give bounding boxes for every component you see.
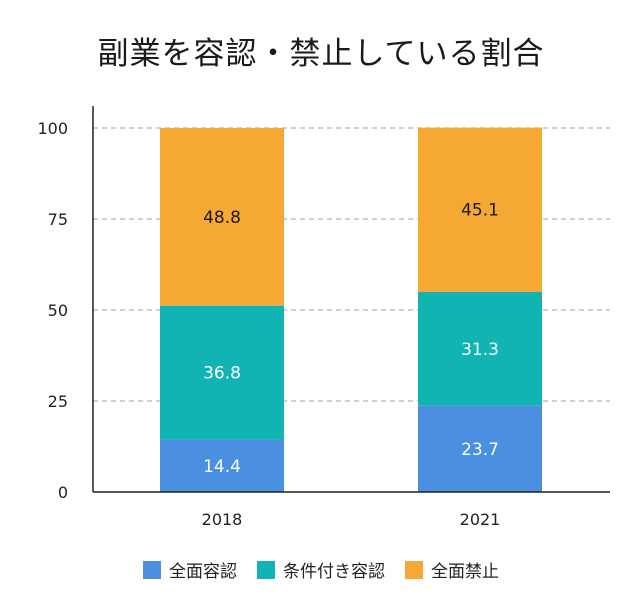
y-tick-label: 0 <box>58 483 68 502</box>
bar-segment <box>418 127 542 292</box>
y-tick-label: 100 <box>37 119 68 138</box>
bar-segment <box>160 439 284 492</box>
data-label: 23.7 <box>461 440 499 460</box>
legend-swatch <box>143 560 161 579</box>
y-tick-label: 25 <box>48 392 68 411</box>
bar-segment <box>418 291 542 406</box>
y-tick-label: 75 <box>48 210 68 229</box>
chart-title: 副業を容認・禁止している割合 <box>97 36 545 72</box>
data-labels: 14.4 36.8 48.8 23.7 31.3 45.1 <box>203 201 499 477</box>
legend-swatch <box>405 560 423 579</box>
bar-segment <box>160 128 284 306</box>
data-label: 45.1 <box>461 201 499 221</box>
legend-item: 全面禁止 <box>405 557 499 582</box>
legend-label: 全面容認 <box>169 562 237 582</box>
data-label: 31.3 <box>461 340 499 360</box>
data-label: 48.8 <box>203 208 241 228</box>
legend-item: 条件付き容認 <box>257 557 385 582</box>
axes: 0 25 50 75 100 2018 2021 <box>37 106 610 529</box>
bar-segment <box>418 405 542 492</box>
stacked-bar-chart: 0 25 50 75 100 2018 2021 14.4 36.8 48.8 23.7 31.3 4… <box>37 106 610 529</box>
data-label: 36.8 <box>203 364 241 384</box>
x-tick-label: 2018 <box>202 510 243 529</box>
bar-stacks <box>160 127 542 492</box>
bar-segment <box>160 305 284 440</box>
legend-label: 全面禁止 <box>431 562 499 582</box>
legend: 全面容認 条件付き容認 全面禁止 <box>0 557 642 582</box>
legend-swatch <box>257 560 275 579</box>
data-label: 14.4 <box>203 457 241 477</box>
y-tick-label: 50 <box>48 301 68 320</box>
legend-label: 条件付き容認 <box>283 562 385 582</box>
legend-item: 全面容認 <box>143 557 237 582</box>
x-tick-label: 2021 <box>460 510 501 529</box>
